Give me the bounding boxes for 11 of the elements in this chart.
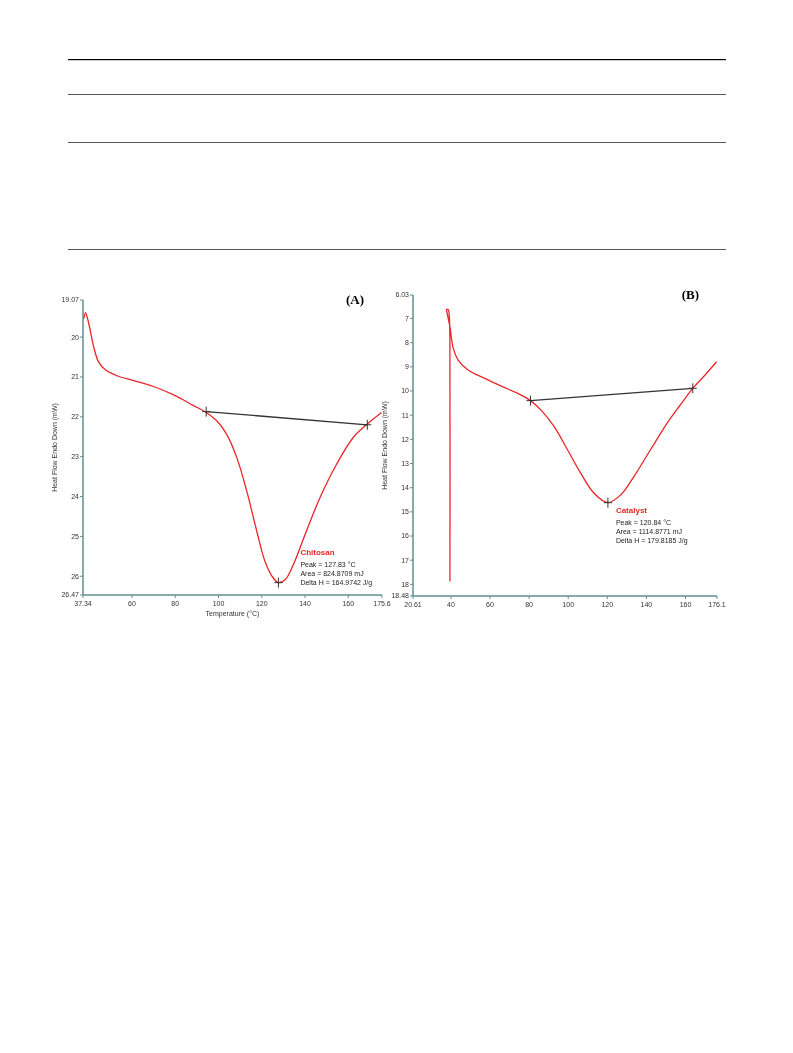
annotation: Catalyst [615, 505, 648, 515]
point [688, 382, 698, 394]
point [362, 419, 372, 431]
point [201, 406, 211, 418]
annotation: Chitosan [300, 547, 335, 557]
point [525, 395, 535, 407]
chart-title: (B) [681, 287, 699, 302]
chart-title: (A) [345, 292, 364, 307]
line-series [445, 308, 718, 583]
point [273, 577, 283, 589]
point [603, 497, 613, 509]
